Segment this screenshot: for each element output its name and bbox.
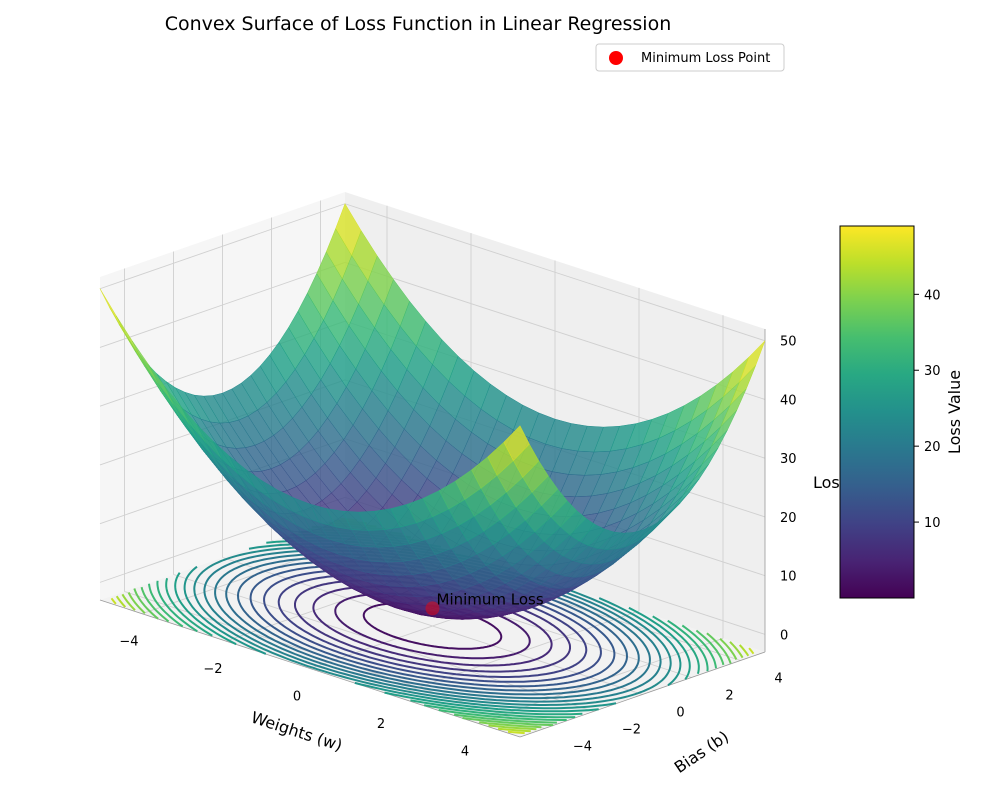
- contour-line: [133, 588, 159, 620]
- x-tick-label: 2: [377, 717, 385, 732]
- contour-line: [110, 597, 117, 605]
- y-tick-label: 0: [676, 706, 684, 721]
- contour-line: [203, 549, 662, 703]
- contour-line: [193, 546, 672, 706]
- colorbar-tick-label: 20: [924, 440, 941, 455]
- x-tick-label: −2: [203, 662, 222, 677]
- contour-line: [410, 699, 583, 716]
- x-axis-label: Weights (w): [249, 708, 345, 755]
- surface-patch: [503, 425, 530, 462]
- contour-line: [652, 615, 700, 674]
- contour-line: [423, 704, 576, 719]
- y-tick-label: 2: [725, 689, 733, 704]
- colorbar-bar: [839, 225, 915, 599]
- contour-line: [706, 632, 732, 664]
- x-tick-label: 0: [293, 690, 301, 705]
- contour-line: [174, 572, 237, 646]
- legend-marker-minimum: [609, 51, 623, 65]
- colorbar-tick-label: 10: [924, 516, 941, 531]
- contour-line: [507, 730, 525, 735]
- contour-line: [462, 717, 554, 727]
- x-tick-label: −4: [119, 635, 138, 650]
- colorbar-ticks: 10 20 30 40: [914, 288, 941, 531]
- z-tick-label: 10: [780, 570, 797, 585]
- z-tick-label: 0: [780, 628, 788, 643]
- contour-line: [334, 592, 531, 660]
- contour-line: [140, 586, 170, 623]
- minimum-loss-point: [425, 601, 440, 616]
- contour-line: [183, 565, 267, 655]
- y-tick-label: −2: [622, 723, 641, 738]
- axes-lines: [99, 329, 766, 738]
- x-tick-label: 4: [461, 744, 469, 759]
- contour-line: [738, 644, 750, 657]
- contour-line: [263, 569, 602, 683]
- contour-line: [384, 691, 599, 713]
- contour-line: [165, 578, 213, 637]
- colorbar-label: Loss Value: [945, 370, 964, 454]
- z-tick-label: 50: [780, 335, 797, 350]
- contour-line: [748, 647, 755, 655]
- contour-line: [121, 593, 136, 611]
- legend: Minimum Loss Point: [595, 43, 785, 72]
- contour-line: [236, 560, 629, 692]
- contour-line: [277, 574, 588, 678]
- z-axis-label: Loss: [813, 473, 848, 492]
- z-tick-label: 40: [780, 394, 797, 409]
- contour-line: [479, 721, 542, 729]
- gridline-y-floor: [222, 557, 643, 695]
- contour-line: [148, 583, 184, 628]
- x-axis-line: [99, 599, 521, 738]
- contour-line: [438, 709, 567, 721]
- contour-line: [214, 552, 651, 700]
- contour-line: [127, 592, 146, 615]
- gridline-z-back: [344, 203, 766, 342]
- contour-line: [628, 606, 691, 680]
- contour-line: [488, 724, 537, 731]
- z-tick-label: 30: [780, 452, 797, 467]
- contour-line: [225, 556, 640, 696]
- colorbar: 10 20 30 40 Loss Value: [839, 225, 964, 599]
- contour-line: [354, 681, 617, 710]
- gridline-z-left: [99, 203, 346, 290]
- y-axis-label: Bias (b): [671, 727, 732, 777]
- contour-lines: [110, 517, 755, 735]
- contour-line: [156, 580, 198, 633]
- contour-line: [681, 624, 717, 669]
- contour-line: [453, 713, 557, 724]
- legend-entry-minimum: Minimum Loss Point: [641, 51, 770, 66]
- contour-line: [249, 564, 616, 688]
- contour-line: [312, 585, 553, 667]
- contour-line: [362, 602, 503, 650]
- y-tick-label: 4: [774, 672, 782, 687]
- colorbar-tick-label: 40: [924, 288, 941, 303]
- chart-title: Convex Surface of Loss Function in Linea…: [165, 13, 672, 35]
- contour-line: [498, 727, 531, 733]
- y-tick-label: −4: [573, 740, 592, 755]
- contour-line: [598, 597, 682, 687]
- contour-line: [115, 595, 127, 608]
- colorbar-tick-label: 30: [924, 364, 941, 379]
- gridline-z-back: [344, 262, 766, 400]
- contour-line: [667, 619, 709, 672]
- contour-line: [729, 641, 744, 659]
- legend-box: [595, 43, 785, 72]
- contour-line: [695, 629, 725, 666]
- y-axis-line: [519, 651, 766, 738]
- contour-line: [294, 579, 571, 673]
- loss-surface: [99, 203, 766, 620]
- minimum-loss-annotation: Minimum Loss: [437, 590, 544, 608]
- z-tick-label: 20: [780, 511, 797, 526]
- contour-line: [719, 637, 738, 660]
- gridline-z-left: [99, 262, 346, 348]
